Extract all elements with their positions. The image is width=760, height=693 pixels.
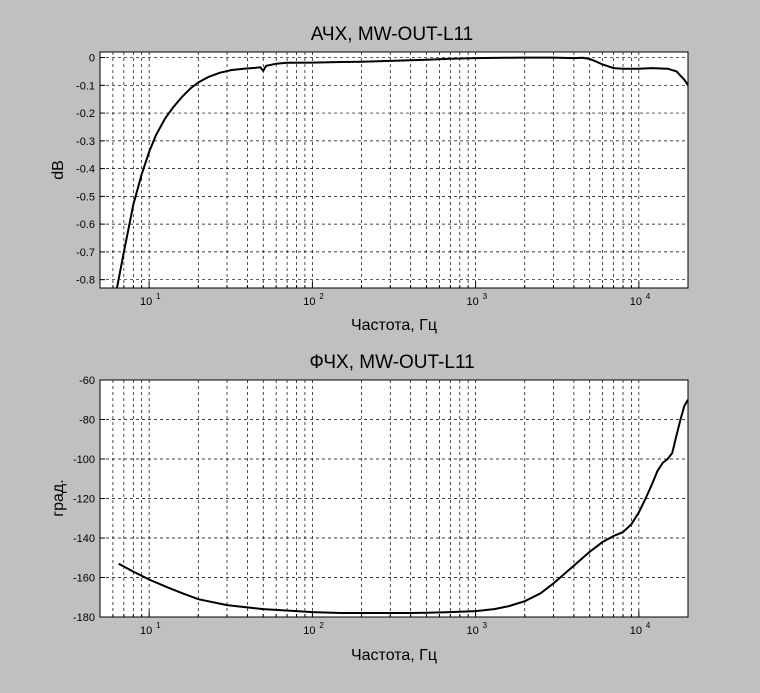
magnitude-y-tick-label: -0.5	[76, 191, 95, 203]
magnitude-y-tick-label: 0	[89, 53, 95, 65]
magnitude-y-label: dB	[50, 160, 67, 180]
phase-plot: ФЧХ, MW-OUT-L11 -60 -80 -100 -120 -140 -160 -1…	[50, 352, 689, 664]
magnitude-x-tick-exponent: 3	[483, 292, 488, 301]
phase-series-line	[118, 399, 688, 614]
phase-y-label: град.	[50, 479, 67, 516]
magnitude-y-ticks: 0 -0.1 -0.2 -0.3 -0.4 -0.5 -0.6 -0.7 -0.8	[76, 53, 95, 287]
magnitude-plot: АЧХ, MW-OUT-L11 0 -0.1 -0.2 -0.3 -0.4 -0.5 -0.…	[50, 24, 689, 334]
magnitude-axes	[99, 51, 689, 289]
phase-y-tick-label: -140	[73, 533, 95, 545]
phase-x-tick-label: 10	[466, 625, 478, 637]
phase-x-tick-exponent: 4	[646, 621, 651, 630]
magnitude-y-tick-label: -0.2	[76, 108, 95, 120]
magnitude-series-line	[115, 56, 688, 288]
phase-x-label: Частота, Гц	[351, 647, 437, 664]
magnitude-y-tick-label: -0.7	[76, 247, 95, 259]
phase-x-tick-exponent: 2	[319, 621, 324, 630]
magnitude-y-tick-label: -0.6	[76, 219, 95, 231]
phase-x-tick-exponent: 3	[483, 621, 488, 630]
phase-grid	[100, 379, 688, 618]
magnitude-y-tick-label: -0.4	[76, 164, 95, 176]
magnitude-x-label: Частота, Гц	[351, 317, 437, 334]
magnitude-y-tick-label: -0.3	[76, 136, 95, 148]
magnitude-y-tick-label: -0.8	[76, 275, 95, 287]
magnitude-x-tick-label: 10	[466, 296, 478, 308]
phase-y-tick-label: -100	[73, 454, 95, 466]
phase-title: ФЧХ, MW-OUT-L11	[309, 352, 474, 373]
phase-x-tick-label: 10	[303, 625, 315, 637]
magnitude-x-tick-exponent: 1	[156, 292, 161, 301]
phase-y-tick-label: -80	[79, 415, 95, 427]
phase-x-tick-exponent: 1	[156, 621, 161, 630]
magnitude-x-tick-exponent: 2	[319, 292, 324, 301]
magnitude-x-tick-label: 10	[140, 296, 152, 308]
phase-x-tick-label: 10	[630, 625, 642, 637]
phase-y-ticks: -60 -80 -100 -120 -140 -160 -180	[73, 375, 95, 624]
magnitude-x-tick-label: 10	[303, 296, 315, 308]
phase-y-tick-label: -180	[73, 612, 95, 624]
phase-x-tick-label: 10	[140, 625, 152, 637]
phase-y-tick-label: -160	[73, 573, 95, 585]
magnitude-x-tick-label: 10	[630, 296, 642, 308]
magnitude-grid	[100, 52, 688, 288]
phase-y-tick-label: -60	[79, 375, 95, 387]
phase-y-tick-label: -120	[73, 494, 95, 506]
phase-series	[118, 399, 688, 614]
magnitude-x-tick-exponent: 4	[646, 292, 651, 301]
phase-x-ticks: 10 1 10 2 10 3 10 4	[140, 621, 651, 637]
magnitude-x-ticks: 10 1 10 2 10 3 10 4	[140, 292, 651, 308]
magnitude-series	[115, 56, 688, 288]
magnitude-title: АЧХ, MW-OUT-L11	[311, 24, 474, 45]
magnitude-y-tick-label: -0.1	[76, 80, 95, 92]
